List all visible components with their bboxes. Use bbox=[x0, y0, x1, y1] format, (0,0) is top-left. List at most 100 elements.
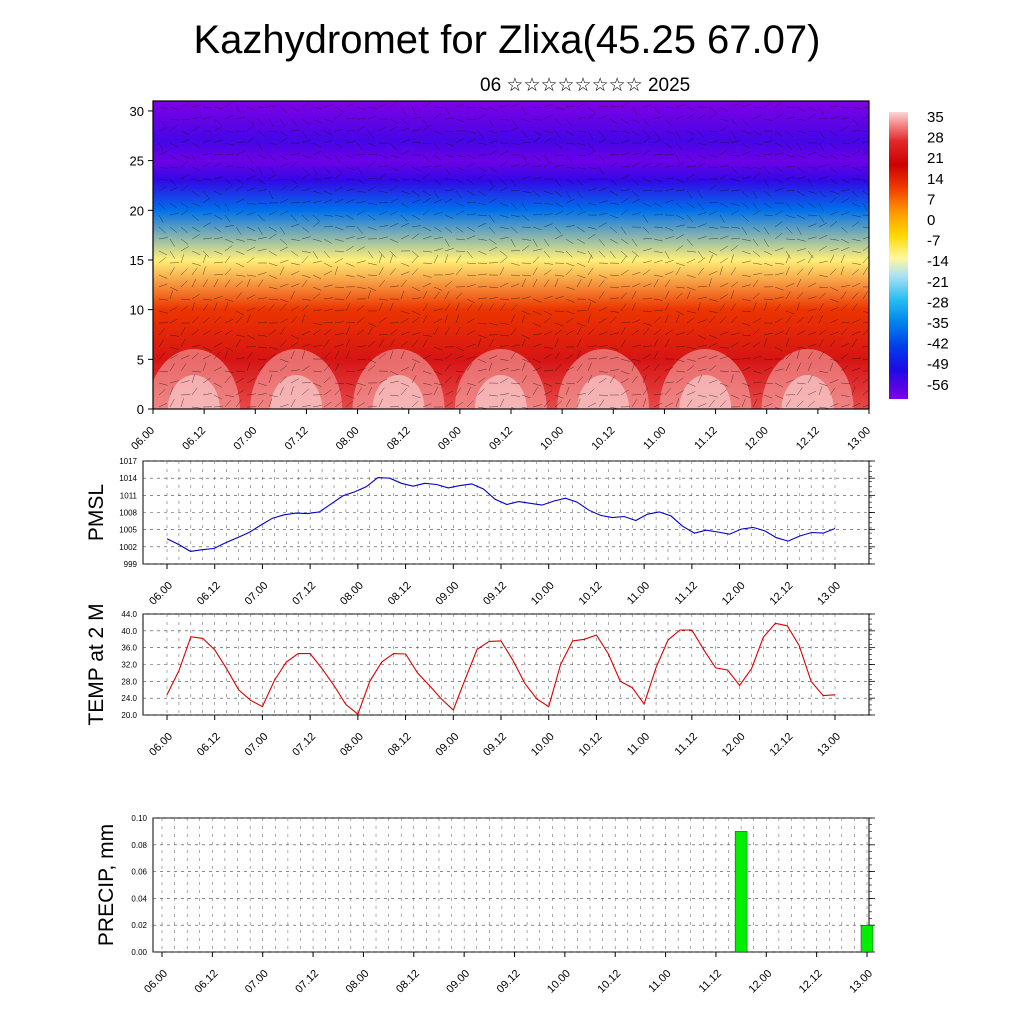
wind-barb bbox=[576, 226, 585, 233]
wind-barb bbox=[499, 178, 507, 186]
x-tick-label: 11.00 bbox=[625, 731, 652, 758]
wind-barb bbox=[356, 153, 367, 156]
y-tick-label: 1005 bbox=[119, 526, 137, 535]
wind-barb bbox=[246, 378, 255, 384]
wind-barb bbox=[488, 150, 497, 156]
wind-barb bbox=[565, 118, 572, 127]
x-tick-label: 06.12 bbox=[193, 968, 221, 996]
wind-barb bbox=[356, 166, 363, 175]
wind-barb bbox=[400, 310, 410, 314]
wind-barb bbox=[400, 127, 410, 132]
wind-barb bbox=[477, 130, 484, 139]
wind-barb bbox=[829, 268, 837, 276]
heat-core bbox=[679, 375, 732, 409]
wind-barb bbox=[840, 106, 851, 109]
wind-barb bbox=[763, 403, 773, 408]
wind-barb bbox=[818, 202, 824, 212]
wind-barb bbox=[367, 130, 374, 139]
wind-barb bbox=[411, 142, 422, 144]
x-tick-label: 07.00 bbox=[243, 731, 271, 759]
wind-barb bbox=[741, 166, 751, 169]
wind-barb bbox=[708, 210, 718, 216]
wind-barb bbox=[763, 338, 767, 348]
wind-barb bbox=[774, 130, 783, 137]
wind-barb bbox=[202, 346, 212, 352]
wind-barb bbox=[433, 386, 439, 396]
wind-barb bbox=[774, 187, 784, 192]
wind-barb bbox=[290, 271, 300, 276]
wind-barb bbox=[510, 178, 517, 187]
chart-title: Kazhydromet for Zlixa(45.25 67.07) bbox=[193, 18, 821, 62]
wind-barb bbox=[631, 290, 637, 300]
wind-barb bbox=[554, 190, 563, 197]
wind-barb bbox=[818, 286, 829, 289]
wind-barb bbox=[631, 162, 640, 168]
wind-barb bbox=[587, 142, 594, 151]
wind-barb bbox=[631, 319, 641, 324]
wind-barb bbox=[477, 273, 487, 276]
y-tick-label: 0.00 bbox=[131, 948, 147, 957]
x-tick-label: 12.12 bbox=[767, 580, 795, 608]
wind-barb bbox=[334, 286, 345, 288]
wind-barb bbox=[620, 175, 630, 180]
wind-barb bbox=[730, 237, 741, 240]
wind-barb bbox=[301, 188, 311, 192]
wind-barb bbox=[763, 250, 773, 256]
wind-barb bbox=[576, 393, 586, 396]
wind-barb bbox=[400, 318, 409, 324]
wind-barb bbox=[763, 178, 769, 188]
wind-barb bbox=[631, 106, 638, 115]
wind-barb bbox=[444, 376, 452, 384]
wind-barb bbox=[664, 199, 674, 204]
wind-barb bbox=[389, 329, 398, 336]
wind-barb bbox=[477, 322, 487, 325]
wind-barb bbox=[719, 382, 729, 387]
wind-barb bbox=[543, 346, 553, 349]
wind-barb bbox=[290, 152, 300, 156]
wind-barb bbox=[312, 200, 322, 204]
wind-barb bbox=[818, 142, 825, 151]
wind-barb bbox=[279, 340, 287, 348]
wind-barb bbox=[862, 166, 869, 168]
wind-barb bbox=[257, 226, 263, 235]
wind-barb bbox=[477, 238, 487, 241]
wind-barb bbox=[455, 103, 465, 108]
wind-barb bbox=[741, 284, 751, 288]
colorbar-gradient bbox=[889, 112, 908, 399]
wind-barb bbox=[334, 258, 343, 264]
wind-barb bbox=[763, 226, 770, 235]
y-tick-label: 32.0 bbox=[121, 661, 137, 670]
wind-barb bbox=[477, 338, 482, 348]
wind-barb bbox=[257, 272, 267, 276]
wind-barb bbox=[411, 317, 420, 324]
wind-barb bbox=[818, 176, 828, 180]
wind-barb bbox=[499, 105, 509, 108]
wind-barb bbox=[444, 314, 448, 324]
wind-barb bbox=[224, 350, 228, 360]
wind-barb bbox=[488, 166, 497, 173]
wind-barb bbox=[620, 189, 630, 192]
wind-barb bbox=[785, 130, 793, 138]
wind-barb bbox=[719, 142, 730, 144]
y-tick-label: 1002 bbox=[119, 543, 137, 552]
wind-barb bbox=[202, 317, 211, 324]
wind-barb bbox=[191, 278, 197, 288]
wind-barb bbox=[466, 400, 474, 408]
wind-barb bbox=[246, 125, 255, 132]
wind-barb bbox=[675, 267, 681, 276]
wind-barb bbox=[257, 346, 267, 349]
wind-barb bbox=[334, 333, 344, 336]
wind-barb bbox=[818, 106, 824, 115]
wind-barb bbox=[565, 178, 574, 184]
wind-barb bbox=[862, 321, 869, 324]
wind-barb bbox=[213, 176, 223, 180]
wind-barb bbox=[719, 245, 728, 252]
wind-barb bbox=[180, 154, 190, 159]
wind-barb bbox=[356, 246, 365, 252]
wind-barb bbox=[389, 223, 399, 228]
wind-barb bbox=[180, 130, 190, 135]
wind-barb bbox=[532, 106, 543, 109]
wind-barb bbox=[389, 268, 397, 276]
wind-barb bbox=[312, 142, 322, 148]
wind-barb bbox=[587, 130, 593, 139]
